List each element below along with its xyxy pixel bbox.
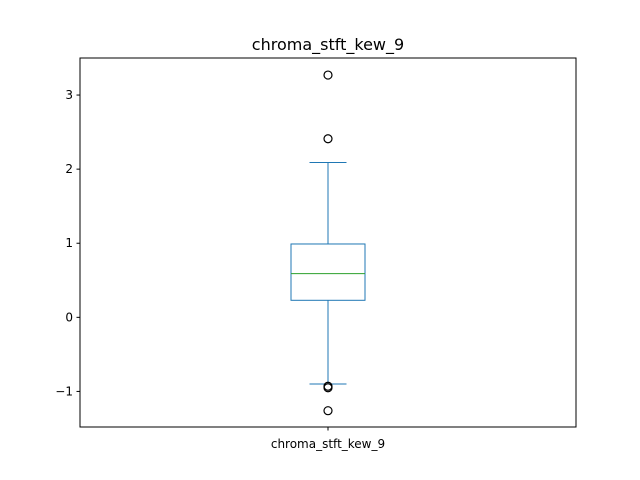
outlier-point bbox=[323, 70, 333, 80]
y-tick-label: −1 bbox=[55, 384, 73, 398]
y-tick-label: 1 bbox=[65, 236, 73, 250]
outlier-point bbox=[323, 134, 333, 144]
x-axis: chroma_stft_kew_9 bbox=[271, 427, 385, 451]
box-group bbox=[290, 70, 366, 416]
y-tick-label: 2 bbox=[65, 162, 73, 176]
chart-marks bbox=[290, 70, 366, 416]
y-tick-label: 0 bbox=[65, 310, 73, 324]
outlier-point bbox=[323, 406, 333, 416]
y-tick-label: 3 bbox=[65, 88, 73, 102]
iqr-box bbox=[290, 243, 366, 301]
x-tick-label: chroma_stft_kew_9 bbox=[271, 437, 385, 451]
y-axis: −1 0 1 2 3 bbox=[55, 88, 80, 398]
chart-title: chroma_stft_kew_9 bbox=[252, 35, 404, 55]
plot-frame bbox=[79, 57, 577, 428]
outlier-point bbox=[323, 383, 333, 393]
